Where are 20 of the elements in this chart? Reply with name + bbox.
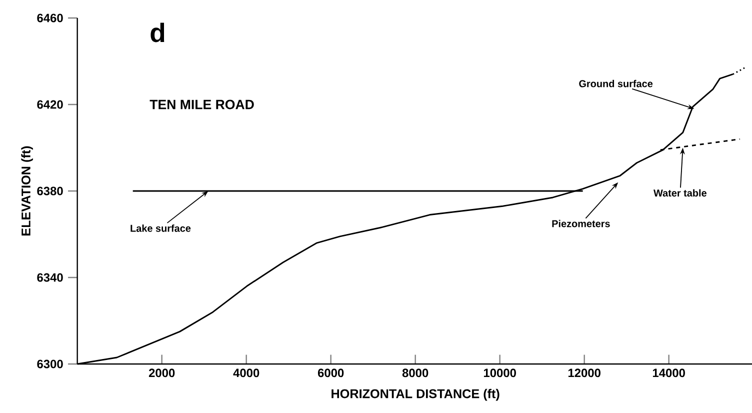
x-tick-label: 8000 — [402, 368, 428, 378]
y-tick-label: 6300 — [37, 360, 63, 368]
x-tick-label: 12000 — [568, 368, 600, 378]
x-tick-label: 2000 — [148, 368, 175, 378]
annotation: Ground surface — [579, 80, 653, 88]
y-tick-label: 6460 — [37, 14, 63, 22]
x-tick-label: 14000 — [652, 368, 685, 378]
y-tick-label: 6380 — [37, 186, 63, 196]
x-tick-label: 10000 — [484, 368, 516, 378]
y-axis-title: ELEVATION (ft) — [21, 146, 33, 236]
annotation: d — [150, 22, 164, 42]
x-tick-label: 6000 — [318, 368, 344, 378]
annotation: Lake surface — [130, 224, 191, 232]
y-tick-label: 6340 — [37, 273, 63, 282]
y-tick-label: 6420 — [37, 100, 63, 109]
x-axis-title: HORIZONTAL DISTANCE (ft) — [332, 388, 500, 401]
text: TEN MILE ROAD — [150, 100, 254, 110]
x-tick-label: 4000 — [233, 368, 260, 378]
annotation: Water table — [654, 189, 706, 197]
annotation: Piezometers — [552, 220, 610, 228]
